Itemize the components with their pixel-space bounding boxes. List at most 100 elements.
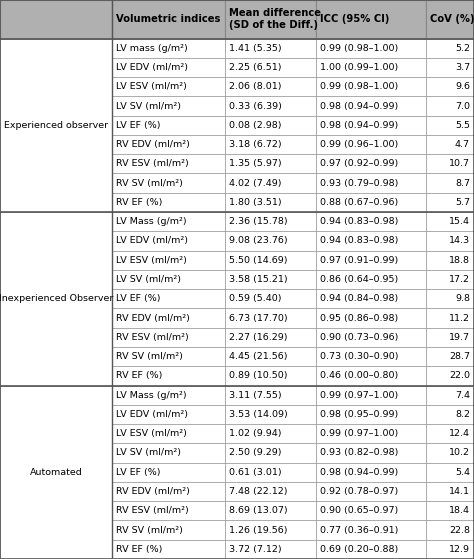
Bar	[316, 212, 427, 231]
Text: 12.4: 12.4	[449, 429, 470, 438]
Text: RV ESV (ml/m²): RV ESV (ml/m²)	[117, 333, 189, 342]
Bar	[316, 309, 427, 328]
Bar	[427, 501, 474, 520]
Text: 3.11 (7.55): 3.11 (7.55)	[229, 391, 282, 400]
Bar	[112, 405, 225, 424]
Bar	[112, 173, 225, 193]
Text: 18.8: 18.8	[449, 255, 470, 265]
Text: LV Mass (g/m²): LV Mass (g/m²)	[117, 217, 187, 226]
Bar	[427, 347, 474, 366]
Text: 0.94 (0.84–0.98): 0.94 (0.84–0.98)	[319, 294, 398, 304]
Bar	[427, 540, 474, 559]
Bar	[225, 58, 316, 77]
Bar	[316, 482, 427, 501]
Bar	[316, 328, 427, 347]
Text: LV SV (ml/m²): LV SV (ml/m²)	[117, 448, 182, 457]
Bar	[0, 39, 112, 212]
Bar	[427, 116, 474, 135]
Text: 0.93 (0.82–0.98): 0.93 (0.82–0.98)	[319, 448, 398, 457]
Text: 22.8: 22.8	[449, 525, 470, 534]
Bar	[316, 154, 427, 173]
Bar	[427, 39, 474, 58]
Text: LV ESV (ml/m²): LV ESV (ml/m²)	[117, 82, 187, 91]
Text: 1.02 (9.94): 1.02 (9.94)	[229, 429, 282, 438]
Text: 2.50 (9.29): 2.50 (9.29)	[229, 448, 282, 457]
Text: Mean difference
(SD of the Diff.): Mean difference (SD of the Diff.)	[229, 8, 321, 30]
Text: RV ESV (ml/m²): RV ESV (ml/m²)	[117, 159, 189, 168]
Bar	[427, 366, 474, 386]
Text: 0.90 (0.73–0.96): 0.90 (0.73–0.96)	[319, 333, 398, 342]
Text: 3.18 (6.72): 3.18 (6.72)	[229, 140, 282, 149]
Bar	[225, 386, 316, 405]
Text: 15.4: 15.4	[449, 217, 470, 226]
Text: LV EF (%): LV EF (%)	[117, 468, 161, 477]
Bar	[316, 501, 427, 520]
Text: 8.7: 8.7	[455, 179, 470, 188]
Bar	[316, 250, 427, 270]
Text: 0.08 (2.98): 0.08 (2.98)	[229, 121, 282, 130]
Text: 1.00 (0.99–1.00): 1.00 (0.99–1.00)	[319, 63, 398, 72]
Text: 7.4: 7.4	[455, 391, 470, 400]
Bar	[225, 443, 316, 463]
Bar	[316, 173, 427, 193]
Text: CoV (%): CoV (%)	[430, 15, 474, 24]
Bar	[112, 193, 225, 212]
Bar	[316, 116, 427, 135]
Text: 7.48 (22.12): 7.48 (22.12)	[229, 487, 287, 496]
Bar	[427, 58, 474, 77]
Text: 0.98 (0.95–0.99): 0.98 (0.95–0.99)	[319, 410, 398, 419]
Bar	[427, 463, 474, 482]
Text: Inexperienced Observer: Inexperienced Observer	[0, 294, 113, 304]
Text: 0.33 (6.39): 0.33 (6.39)	[229, 102, 282, 111]
Text: Automated: Automated	[30, 468, 82, 477]
Text: 0.98 (0.94–0.99): 0.98 (0.94–0.99)	[319, 102, 398, 111]
Bar	[225, 540, 316, 559]
Bar	[225, 482, 316, 501]
Bar	[316, 424, 427, 443]
Text: 14.3: 14.3	[449, 236, 470, 245]
Bar	[225, 270, 316, 289]
Bar	[427, 0, 474, 39]
Bar	[225, 173, 316, 193]
Text: Experienced observer: Experienced observer	[4, 121, 108, 130]
Bar	[316, 289, 427, 309]
Text: RV EDV (ml/m²): RV EDV (ml/m²)	[117, 487, 191, 496]
Bar	[112, 96, 225, 116]
Text: 0.69 (0.20–0.88): 0.69 (0.20–0.88)	[319, 545, 398, 554]
Bar	[316, 386, 427, 405]
Text: 22.0: 22.0	[449, 371, 470, 380]
Text: 5.50 (14.69): 5.50 (14.69)	[229, 255, 287, 265]
Text: 1.26 (19.56): 1.26 (19.56)	[229, 525, 287, 534]
Bar	[112, 154, 225, 173]
Text: 0.98 (0.94–0.99): 0.98 (0.94–0.99)	[319, 121, 398, 130]
Text: 0.94 (0.83–0.98): 0.94 (0.83–0.98)	[319, 236, 398, 245]
Bar	[225, 116, 316, 135]
Text: 0.94 (0.83–0.98): 0.94 (0.83–0.98)	[319, 217, 398, 226]
Bar	[225, 154, 316, 173]
Bar	[427, 250, 474, 270]
Bar	[225, 328, 316, 347]
Text: 0.93 (0.79–0.98): 0.93 (0.79–0.98)	[319, 179, 398, 188]
Text: LV SV (ml/m²): LV SV (ml/m²)	[117, 275, 182, 284]
Bar	[112, 520, 225, 540]
Text: 0.77 (0.36–0.91): 0.77 (0.36–0.91)	[319, 525, 398, 534]
Bar	[225, 289, 316, 309]
Bar	[316, 231, 427, 250]
Bar	[112, 366, 225, 386]
Text: 5.4: 5.4	[455, 468, 470, 477]
Text: 11.2: 11.2	[449, 314, 470, 323]
Text: RV SV (ml/m²): RV SV (ml/m²)	[117, 179, 183, 188]
Text: 17.2: 17.2	[449, 275, 470, 284]
Bar	[427, 520, 474, 540]
Bar	[316, 0, 427, 39]
Text: 8.69 (13.07): 8.69 (13.07)	[229, 506, 288, 515]
Bar	[225, 366, 316, 386]
Bar	[112, 309, 225, 328]
Bar	[427, 193, 474, 212]
Text: 0.73 (0.30–0.90): 0.73 (0.30–0.90)	[319, 352, 398, 361]
Text: 18.4: 18.4	[449, 506, 470, 515]
Text: 3.58 (15.21): 3.58 (15.21)	[229, 275, 288, 284]
Text: 0.95 (0.86–0.98): 0.95 (0.86–0.98)	[319, 314, 398, 323]
Text: RV EF (%): RV EF (%)	[117, 371, 163, 380]
Bar	[225, 347, 316, 366]
